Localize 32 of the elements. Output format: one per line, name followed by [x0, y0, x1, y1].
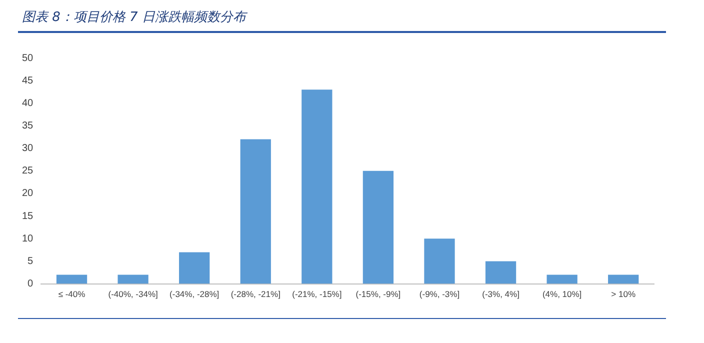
y-tick-label: 20: [22, 188, 34, 200]
y-tick-label: 30: [22, 143, 34, 154]
y-tick-label: 5: [28, 256, 34, 267]
y-tick-label: 45: [22, 75, 34, 86]
y-tick-label: 0: [28, 278, 34, 290]
x-tick-label: (4%, 10%]: [542, 289, 582, 300]
bar: [546, 274, 578, 284]
x-tick-label: (-34%, -28%]: [170, 289, 220, 300]
x-tick-label: ≤ -40%: [58, 289, 86, 300]
y-tick-label: 10: [22, 233, 34, 244]
bar: [179, 252, 210, 284]
x-tick-label: (-9%, -3%]: [419, 289, 460, 300]
bar: [485, 261, 516, 284]
chart-title: 图表 8：项目价格 7 日涨跌幅频数分布: [22, 9, 246, 26]
bar: [240, 139, 271, 284]
y-tick-label: 50: [22, 52, 34, 64]
x-tick-label: (-28%, -21%]: [230, 289, 280, 300]
x-tick-label: (-21%, -15%]: [292, 289, 342, 300]
bar: [424, 238, 455, 284]
bar: [608, 274, 639, 284]
y-tick-label: 35: [22, 120, 34, 132]
y-tick-label: 25: [22, 166, 34, 177]
bar: [118, 274, 148, 284]
y-tick-label: 15: [22, 210, 34, 222]
bar: [362, 170, 394, 284]
bar: [302, 90, 332, 284]
x-tick-label: (-15%, -9%]: [356, 289, 401, 300]
x-tick-label: (-40%, -34%]: [108, 289, 158, 300]
x-tick-label: > 10%: [611, 289, 636, 300]
bar: [56, 274, 88, 284]
y-tick-label: 40: [22, 98, 34, 109]
x-tick-label: (-3%, 4%]: [482, 289, 520, 300]
